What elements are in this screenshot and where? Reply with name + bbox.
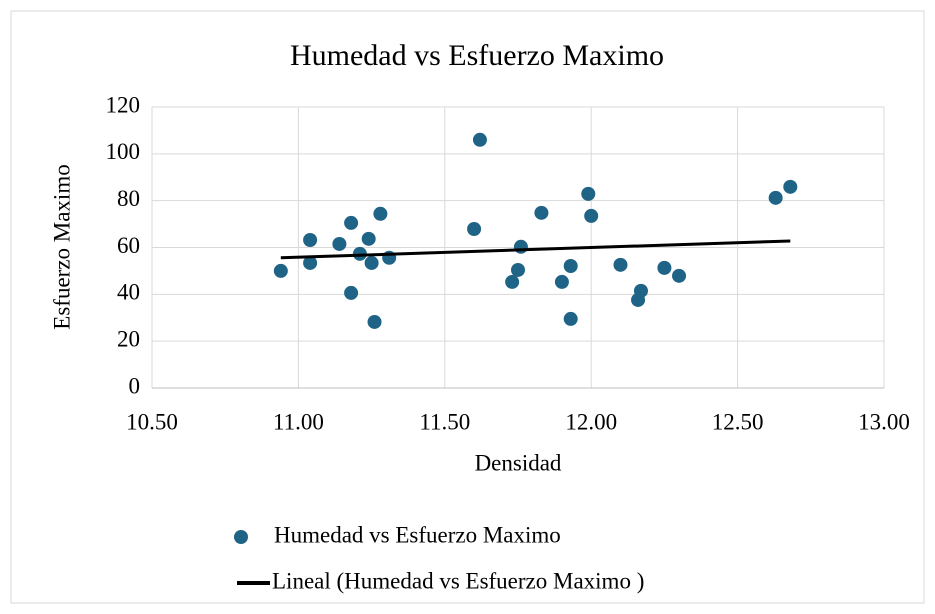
y-tick-label: 60 bbox=[117, 233, 140, 258]
chart-border bbox=[10, 10, 925, 604]
legend-label: Humedad vs Esfuerzo Maximo bbox=[274, 522, 561, 547]
scatter-point bbox=[534, 205, 549, 220]
scatter-point bbox=[584, 208, 599, 223]
scatter-point bbox=[672, 268, 687, 283]
trendline bbox=[280, 239, 791, 260]
legend-swatch bbox=[234, 530, 248, 544]
scatter-point bbox=[332, 236, 347, 251]
y-tick-label: 40 bbox=[117, 280, 140, 305]
scatter-point bbox=[361, 231, 376, 246]
x-axis-label: Densidad bbox=[475, 450, 562, 475]
scatter-point bbox=[344, 215, 359, 230]
x-tick-label: 11.00 bbox=[273, 409, 324, 434]
scatter-point bbox=[783, 179, 798, 194]
scatter-point bbox=[505, 274, 520, 289]
scatter-point bbox=[472, 132, 487, 147]
x-tick-label: 10.50 bbox=[126, 409, 178, 434]
y-tick-label: 20 bbox=[117, 326, 140, 351]
scatter-point bbox=[273, 263, 288, 278]
scatter-point bbox=[657, 260, 672, 275]
legend-label: Lineal (Humedad vs Esfuerzo Maximo ) bbox=[272, 568, 644, 593]
y-tick-label: 0 bbox=[129, 373, 141, 398]
scatter-point bbox=[364, 255, 379, 270]
chart-title: Humedad vs Esfuerzo Maximo bbox=[290, 39, 664, 72]
scatter-point bbox=[554, 274, 569, 289]
scatter-point bbox=[613, 257, 628, 272]
y-axis-label: Esfuerzo Maximo bbox=[49, 164, 74, 329]
scatter-point bbox=[303, 233, 318, 248]
x-tick-label: 13.00 bbox=[858, 409, 910, 434]
scatter-point bbox=[768, 190, 783, 205]
scatter-point bbox=[511, 262, 525, 277]
scatter-point bbox=[633, 283, 648, 298]
scatter-point bbox=[563, 258, 578, 273]
y-tick-label: 120 bbox=[106, 92, 141, 117]
scatter-point bbox=[373, 206, 388, 221]
y-tick-label: 100 bbox=[106, 139, 141, 164]
y-tick-label: 80 bbox=[117, 186, 140, 211]
scatter-point bbox=[563, 311, 578, 326]
x-tick-label: 12.50 bbox=[712, 409, 764, 434]
x-tick-label: 11.50 bbox=[419, 409, 470, 434]
scatter-point bbox=[367, 314, 382, 329]
scatter-point bbox=[513, 239, 528, 254]
x-tick-label: 12.00 bbox=[565, 409, 617, 434]
scatter-point bbox=[344, 285, 359, 300]
scatter-point bbox=[303, 255, 318, 270]
scatter-point bbox=[581, 186, 596, 201]
scatter-point bbox=[467, 222, 482, 237]
